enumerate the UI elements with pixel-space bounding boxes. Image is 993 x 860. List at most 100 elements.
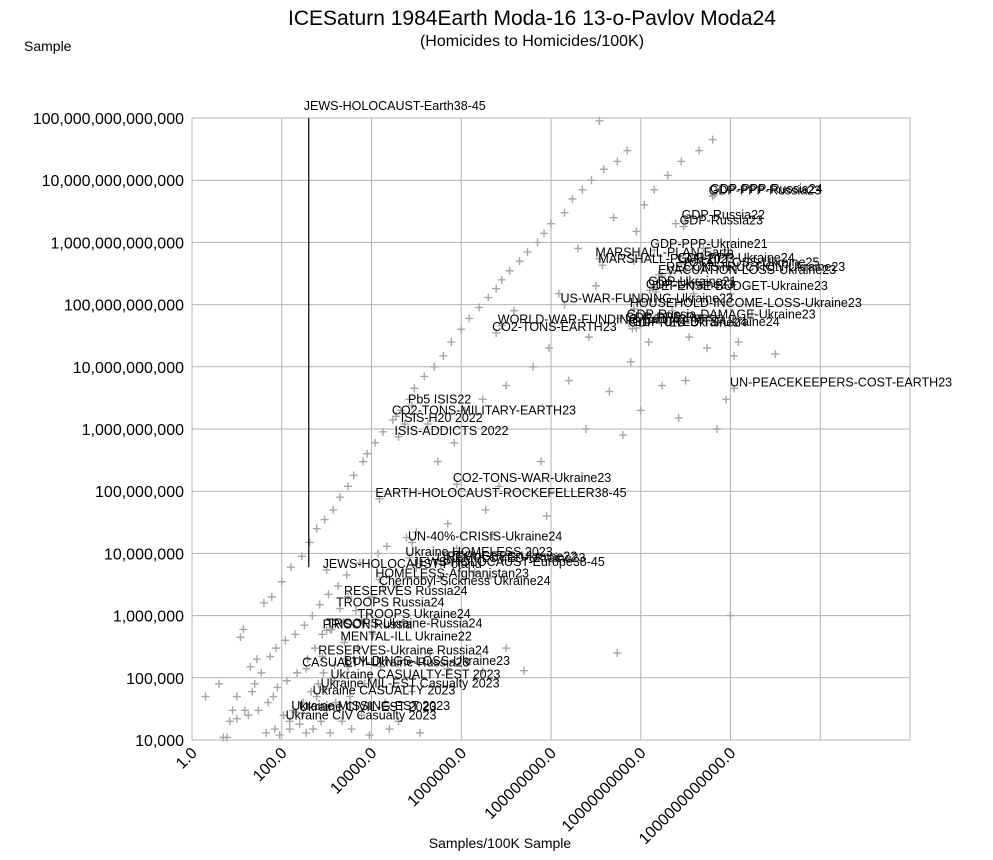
data-point: [345, 692, 354, 701]
data-point: [716, 319, 725, 328]
data-point: [722, 395, 731, 404]
data-point: [502, 644, 511, 653]
data-point: [481, 505, 490, 514]
x-tick-label: 10000.0: [327, 745, 380, 798]
data-point: [529, 362, 538, 371]
data-point: [613, 649, 622, 658]
data-point: [318, 630, 327, 639]
data-label: UNEMPLOYED-Ukraine23: [437, 551, 586, 565]
data-point: [365, 731, 374, 740]
data-point: [317, 717, 326, 726]
labeled-data-point: [322, 626, 331, 635]
data-label: DEFENSE-BUDGET-Ukraine23: [652, 279, 828, 293]
data-point: [382, 542, 391, 551]
data-point: [329, 505, 338, 514]
data-point: [402, 533, 411, 542]
data-point: [412, 528, 421, 537]
labeled-data-point: [318, 652, 327, 661]
data-point: [330, 661, 339, 670]
labeled-data-point: [492, 328, 501, 337]
data-point: [285, 725, 294, 734]
data-point: [654, 270, 663, 279]
data-label: JEWS-HOLOCAUST-Europe38-45: [412, 555, 604, 569]
data-point: [267, 592, 276, 601]
data-point: [376, 662, 385, 671]
labeled-data-point: [497, 321, 506, 330]
data-point: [681, 376, 690, 385]
labeled-data-point: [285, 717, 294, 726]
labeled-data-point: [645, 286, 654, 295]
data-point: [264, 698, 273, 707]
data-point: [519, 666, 528, 675]
labeled-data-point: [708, 192, 717, 201]
data-point: [430, 362, 439, 371]
labeled-data-point: [710, 190, 719, 199]
data-label: GDP-PPP-Ukraine24: [677, 251, 794, 265]
data-point: [309, 725, 318, 734]
data-point: [533, 238, 542, 247]
data-point: [492, 284, 501, 293]
data-point: [703, 344, 712, 353]
annotation-label: JEWS-HOLOCAUST-Earth38-45: [304, 99, 486, 113]
data-label: CO2-TONS-WAR-Ukraine23: [453, 471, 611, 485]
labeled-data-point: [322, 566, 331, 575]
data-point: [685, 333, 694, 342]
data-label: EARTH-HOLOCAUST-ROCKEFELLER38-45: [375, 486, 626, 500]
data-point: [726, 289, 735, 298]
chart-title: ICESaturn 1984Earth Moda-16 13-o-Pavlov …: [288, 7, 776, 30]
labeled-data-point: [302, 664, 311, 673]
data-point: [410, 384, 419, 393]
data-label: GDP-PPP-Russia24: [710, 182, 823, 196]
points: [201, 116, 780, 742]
labeled-data-point: [652, 287, 661, 296]
y-tick-label: 10,000: [135, 733, 184, 750]
data-point: [433, 457, 442, 466]
data-point: [470, 673, 479, 682]
data-point: [337, 717, 346, 726]
data-point: [629, 257, 638, 266]
data-point: [315, 600, 324, 609]
data-point: [299, 698, 308, 707]
data-point: [244, 711, 253, 720]
data-label: GDP-PPP-Ukraine21: [650, 237, 767, 251]
data-point: [609, 213, 618, 222]
labeled-data-point: [299, 709, 308, 718]
labeled-data-point: [677, 259, 686, 268]
data-point: [228, 706, 237, 715]
data-point: [363, 449, 372, 458]
labeled-data-point: [447, 558, 456, 567]
labeled-data-point: [628, 324, 637, 333]
data-point: [305, 538, 314, 547]
data-point: [262, 728, 271, 737]
y-tick-label: 100,000,000,000,000: [33, 111, 184, 128]
data-point: [632, 227, 641, 236]
data-label: RESERVES Russia24: [344, 584, 467, 598]
data-point: [341, 655, 350, 664]
data-point: [605, 387, 614, 396]
data-label: TROOPS Ukraine24: [358, 607, 471, 621]
data-point: [270, 725, 279, 734]
y-tick-label: 1,000,000: [113, 609, 184, 626]
data-point: [359, 457, 368, 466]
x-tick-label: 10000000000.0: [559, 745, 650, 836]
data-label: Chernobyl-Sickness Ukraine24: [379, 574, 551, 588]
data-point: [712, 425, 721, 433]
data-point: [443, 519, 452, 528]
data-point: [423, 420, 432, 429]
data-point: [232, 692, 241, 701]
labeled-data-point: [681, 217, 690, 226]
labeled-data-point: [400, 420, 409, 429]
data-point: [254, 706, 263, 715]
data-point: [574, 244, 583, 253]
data-point: [322, 706, 331, 715]
data-point: [465, 314, 474, 323]
data-label: GDP-Ukraine23: [646, 277, 734, 291]
data-label: GDP-Russia23: [680, 214, 763, 228]
data-point: [595, 116, 604, 125]
data-point: [591, 281, 600, 290]
data-point: [460, 406, 469, 415]
data-point: [281, 636, 290, 645]
data-label: GDP-Russia-DAMAGE-Ukraine23: [627, 308, 816, 322]
data-label: ISIS-ADDICTS 2022: [395, 424, 509, 438]
